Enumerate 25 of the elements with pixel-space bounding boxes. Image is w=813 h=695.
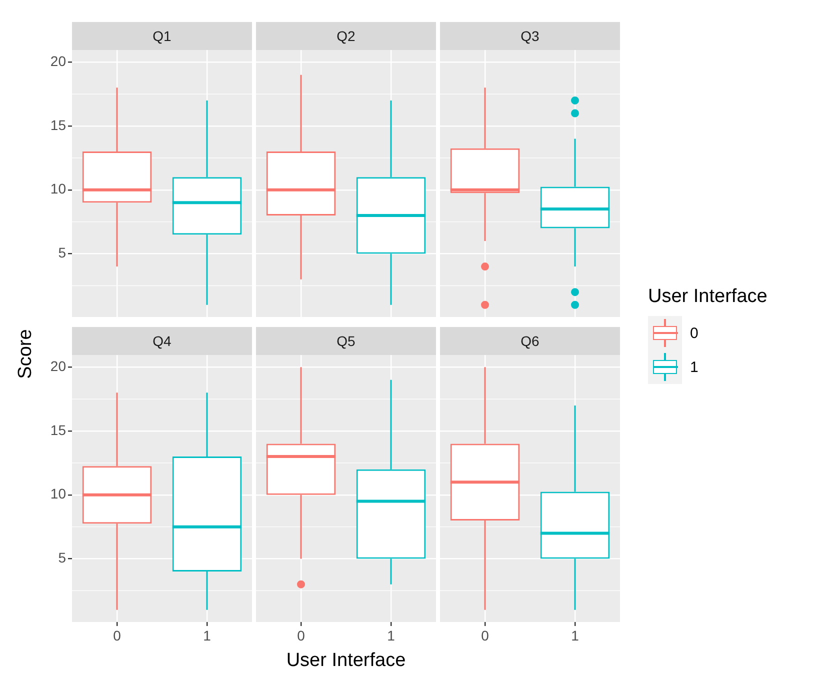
y-tick-label: 5 [58,244,66,261]
chart-title: Q5 [256,327,436,355]
legend-label: 1 [690,358,698,376]
chart-title: Q6 [440,327,620,355]
y-tick-label: 5 [58,550,66,566]
x-tick-label: 1 [203,627,212,644]
y-tick-label: 10 [50,486,66,502]
y-tick-label: 15 [50,116,66,133]
chart-title: Q3 [440,22,620,50]
legend-title: User Interface [648,286,768,308]
x-tick-label: 0 [113,627,122,644]
chart-title: Q4 [72,327,252,355]
chart-title: Q2 [256,22,436,50]
y-tick-label: 20 [50,52,66,69]
x-axis-title: User Interface [285,650,407,672]
x-tick-label: 1 [387,627,396,644]
y-axis-title: Score [15,329,37,379]
x-tick-label: 0 [481,627,490,644]
y-tick-label: 15 [50,422,66,438]
y-tick-label: 20 [50,358,66,374]
chart-title: Q1 [72,22,252,50]
legend-label: 0 [690,324,698,342]
x-tick-label: 0 [297,627,306,644]
y-tick-label: 10 [50,180,66,197]
x-tick-label: 1 [571,627,580,644]
